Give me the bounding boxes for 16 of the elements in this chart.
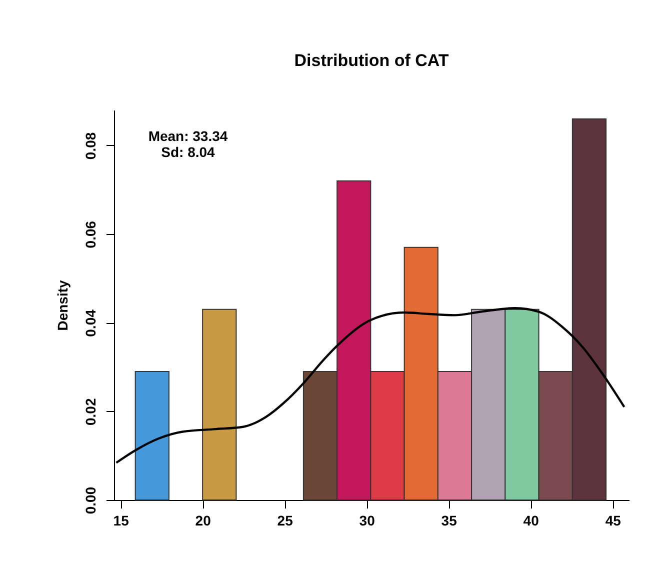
y-axis-title: Density [54, 280, 70, 331]
x-tick-label: 35 [441, 512, 458, 528]
y-tick-label: 0.04 [82, 309, 98, 337]
x-tick-label: 40 [523, 512, 540, 528]
annotation: Mean: 33.34 [148, 128, 228, 144]
y-tick-label: 0.02 [82, 398, 98, 426]
y-tick-label: 0.06 [82, 220, 98, 248]
x-tick-label: 45 [605, 512, 622, 528]
x-tick-label: 15 [113, 512, 130, 528]
y-tick-label: 0.00 [82, 486, 98, 514]
annotation: Sd: 8.04 [161, 144, 216, 160]
x-tick-label: 25 [277, 512, 294, 528]
x-tick-label: 30 [359, 512, 376, 528]
y-tick-label: 0.08 [82, 132, 98, 160]
x-tick-label: 20 [195, 512, 212, 528]
chart-title: Distribution of CAT [294, 51, 450, 70]
